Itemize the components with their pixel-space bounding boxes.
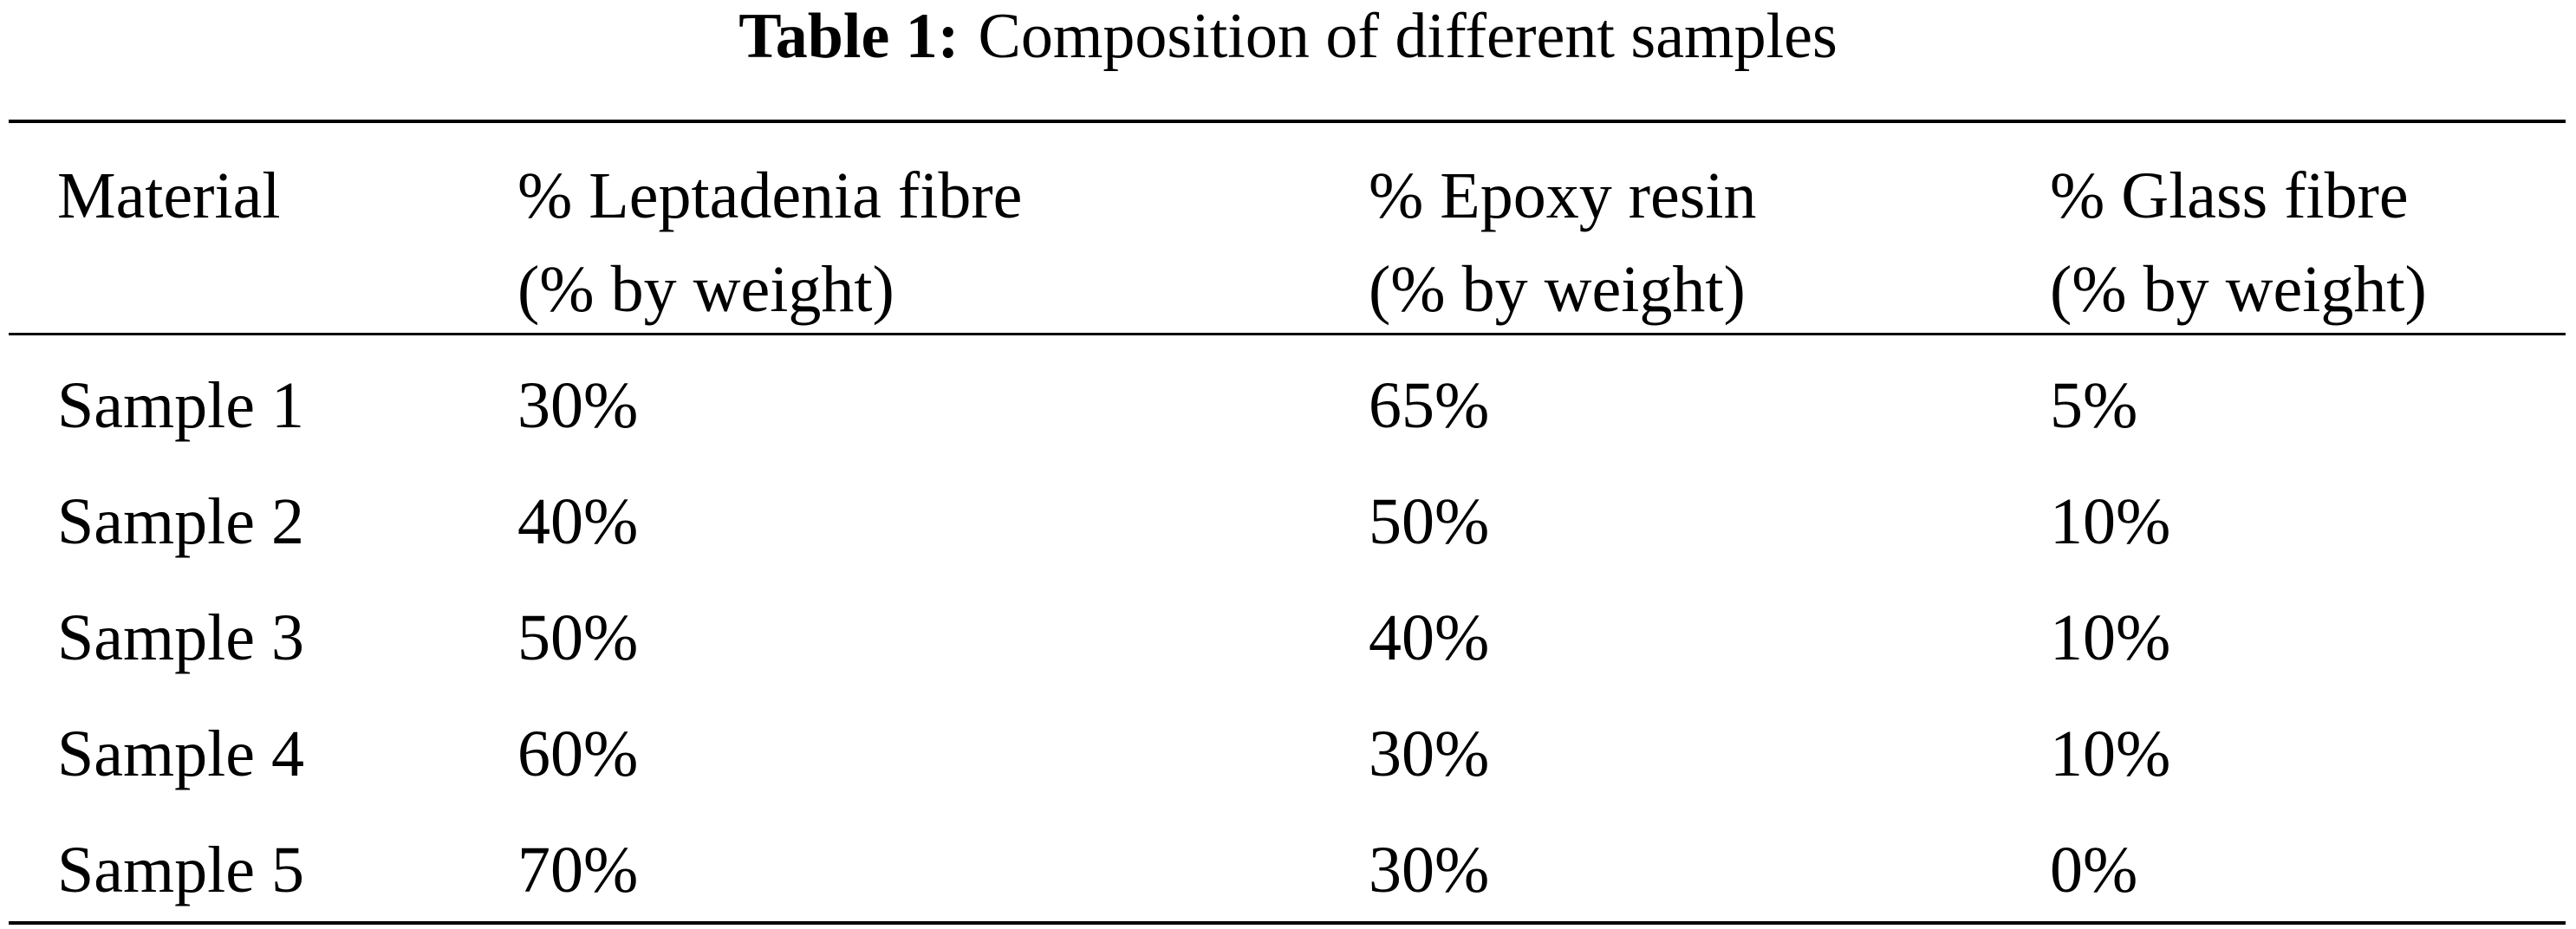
table-cell: 50% [1369,485,1490,558]
table-cell: 70% [517,834,639,906]
row-label: Sample 1 [57,369,304,442]
header-cell: % Leptadenia fibre [517,159,1023,232]
caption-label: Table 1: [738,1,959,72]
header-cell: % Epoxy resin [1369,159,1757,232]
table-cell: 30% [1369,834,1490,906]
table-cell: 50% [517,601,639,674]
table-cell: 65% [1369,369,1490,442]
header-cell: (% by weight) [1369,253,1746,326]
mid-rule [9,333,2566,335]
table-cell: 10% [2050,601,2171,674]
table-cell: 10% [2050,718,2171,790]
header-cell: (% by weight) [2050,253,2427,326]
table-cell: 0% [2050,834,2138,906]
table-cell: 10% [2050,485,2171,558]
header-cell: Material [57,159,281,232]
header-cell: % Glass fibre [2050,159,2409,232]
row-label: Sample 4 [57,718,304,790]
top-rule [9,120,2566,123]
row-label: Sample 2 [57,485,304,558]
table-cell: 30% [517,369,639,442]
table-cell: 30% [1369,718,1490,790]
bottom-rule [9,921,2566,925]
table-cell: 40% [517,485,639,558]
table-cell: 5% [2050,369,2138,442]
table-cell: 40% [1369,601,1490,674]
table-caption: Table 1: Composition of different samples [0,4,2576,68]
caption-text: Composition of different samples [978,1,1838,72]
row-label: Sample 3 [57,601,304,674]
table-cell: 60% [517,718,639,790]
row-label: Sample 5 [57,834,304,906]
header-cell: (% by weight) [517,253,894,326]
